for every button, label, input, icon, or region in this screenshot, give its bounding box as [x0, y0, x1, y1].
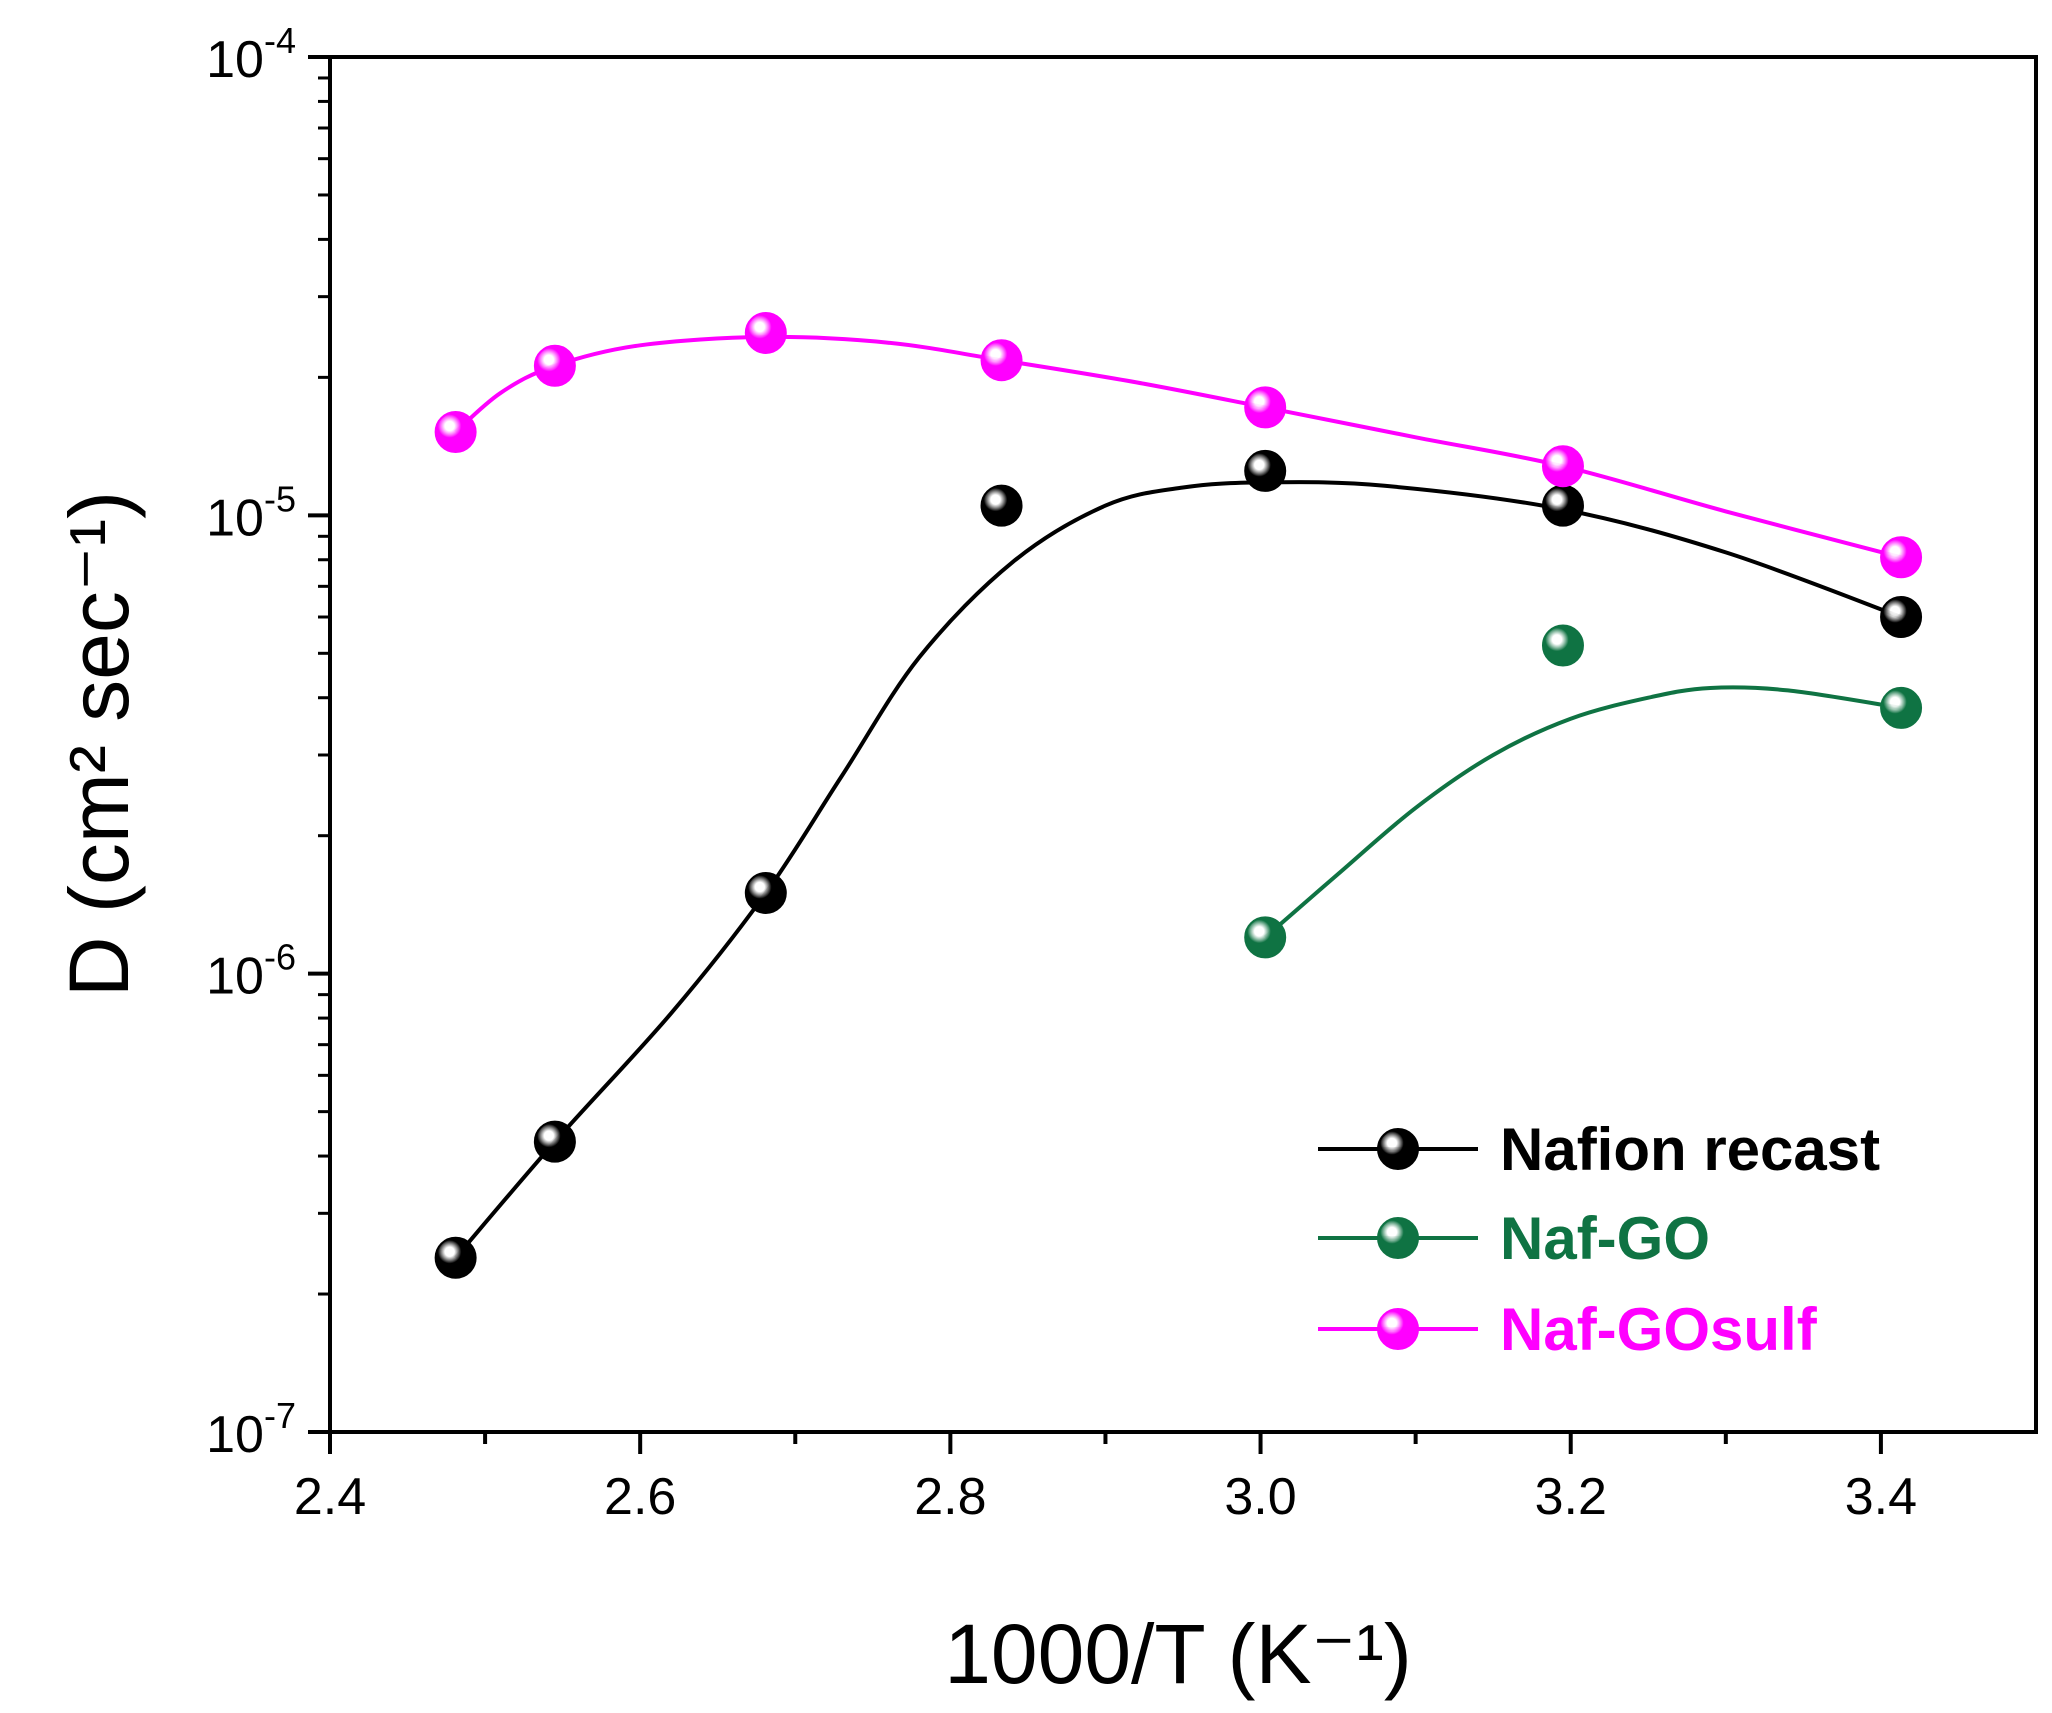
data-point-naf-go: [1541, 624, 1584, 667]
x-tick-label: 3.0: [1224, 1468, 1296, 1526]
x-tick-label: 2.6: [604, 1468, 676, 1526]
data-point-nafion-recast: [980, 484, 1023, 527]
x-tick-label: 3.4: [1845, 1468, 1917, 1526]
data-point-naf-gosulf: [980, 339, 1023, 382]
legend-marker-naf-gosulf: [1377, 1308, 1419, 1350]
legend-label-nafion-recast: Nafion recast: [1500, 1116, 1880, 1183]
data-point-naf-gosulf: [1880, 536, 1923, 579]
data-markers: [434, 311, 1923, 1279]
data-point-naf-gosulf: [1244, 386, 1287, 429]
legend-marker-naf-go: [1377, 1217, 1419, 1259]
data-point-naf-gosulf: [744, 311, 787, 354]
x-tick-label: 3.2: [1535, 1468, 1607, 1526]
legend-label-naf-go: Naf-GO: [1500, 1205, 1710, 1272]
plot-border: [328, 55, 2038, 1434]
data-point-naf-gosulf: [1541, 445, 1584, 488]
x-axis-title: 1000/T (K⁻¹): [944, 1607, 1412, 1701]
data-point-nafion-recast: [1880, 596, 1923, 639]
y-axis: 10-7 10-6 10-5 10-4: [206, 20, 330, 1464]
data-point-nafion-recast: [1244, 449, 1287, 492]
x-tick-label: 2.4: [294, 1468, 366, 1526]
data-point-naf-gosulf: [434, 410, 477, 453]
fit-line-naf-go: [1263, 685, 1902, 939]
data-point-nafion-recast: [1541, 484, 1584, 527]
y-tick-label: 10-4: [206, 20, 296, 89]
y-axis-title: D (cm² sec⁻¹): [52, 491, 146, 997]
legend-marker-nafion-recast: [1377, 1128, 1419, 1170]
legend: Nafion recast Naf-GO Naf-GOsulf: [1318, 1116, 1880, 1363]
y-tick-label: 10-7: [206, 1395, 296, 1464]
fit-line-naf-gosulf: [454, 334, 1902, 560]
data-point-nafion-recast: [744, 871, 787, 914]
data-point-nafion-recast: [434, 1236, 477, 1279]
y-tick-label: 10-5: [206, 478, 296, 547]
y-tick-label: 10-6: [206, 937, 296, 1006]
data-point-naf-gosulf: [533, 344, 576, 387]
plot-area: [328, 55, 2038, 1434]
x-tick-label: 2.8: [914, 1468, 986, 1526]
data-point-nafion-recast: [533, 1120, 576, 1163]
legend-label-naf-gosulf: Naf-GOsulf: [1500, 1296, 1818, 1363]
data-point-naf-go: [1244, 916, 1287, 959]
data-point-naf-go: [1880, 686, 1923, 729]
x-axis: 2.4 2.6 2.8 3.0 3.2 3.4: [294, 1432, 1917, 1526]
